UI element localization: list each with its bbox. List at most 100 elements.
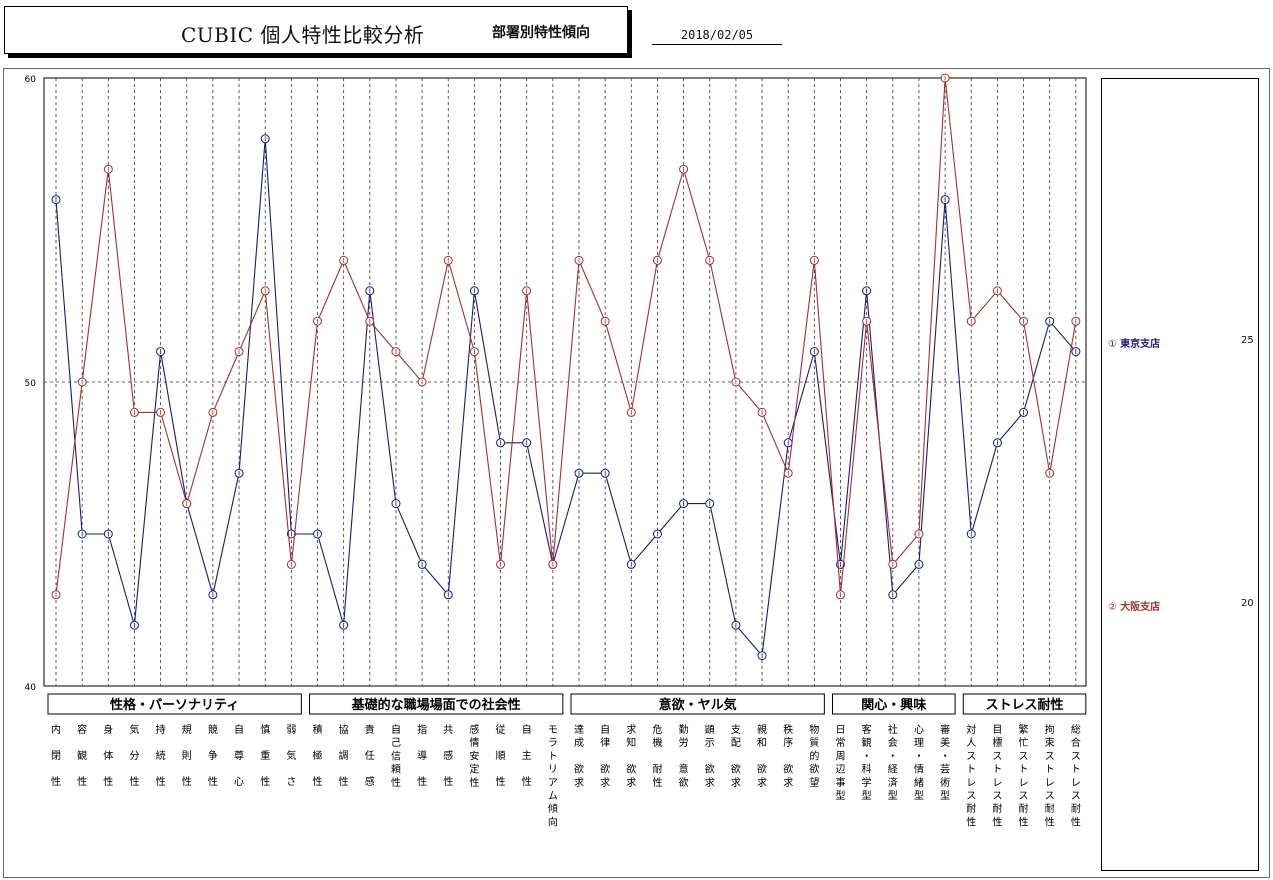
category-label: 性 (103, 775, 113, 788)
group-header-label: 性格・パーソナリティ (110, 697, 239, 713)
category-label: ト (992, 765, 1002, 776)
category-label: 質 (809, 736, 819, 749)
category-label: 和 (757, 737, 767, 749)
category-label: レ (1045, 778, 1055, 789)
category-label: 標 (992, 736, 1002, 749)
category-label: 則 (182, 750, 192, 762)
category-label: 欲 (626, 763, 636, 776)
category-label: 性 (992, 815, 1002, 828)
category-label: 争 (208, 749, 218, 762)
category-label: 科 (862, 763, 872, 776)
category-label: 性 (182, 775, 192, 788)
legend-marker-tokyo: ① (1108, 339, 1117, 350)
category-label: 求 (705, 777, 715, 789)
category-label: 律 (600, 736, 610, 749)
category-label: ス (1019, 791, 1029, 802)
category-label: 親 (757, 723, 767, 736)
legend-item-osaka: ② 大阪支店 (1108, 598, 1160, 613)
category-label: 性 (469, 776, 479, 789)
category-label: 従 (496, 723, 506, 736)
category-label: 信 (391, 750, 401, 762)
category-label: モ (548, 725, 558, 736)
category-label: 尊 (234, 749, 244, 762)
category-label: 物 (809, 723, 819, 736)
category-label: 会 (888, 736, 898, 749)
category-label: 顕 (705, 724, 715, 736)
category-label: ト (1045, 765, 1055, 776)
group-header-box (570, 693, 825, 715)
category-label: 耐 (1019, 802, 1029, 815)
category-label: 支 (731, 724, 741, 736)
category-label: 理 (914, 737, 924, 749)
category-label: 性 (391, 776, 401, 789)
category-label: ト (1071, 765, 1081, 776)
category-label: ス (966, 791, 976, 802)
category-label: 秩 (783, 724, 793, 736)
category-label: 心 (234, 776, 244, 788)
series-line (55, 77, 1077, 595)
legend: ① 東京支店 25 ② 大阪支店 20 (1101, 78, 1259, 871)
legend-count-osaka: 20 (1241, 598, 1254, 609)
category-label: 性 (522, 775, 532, 788)
category-label: 耐 (1045, 802, 1055, 815)
category-label: 耐 (1071, 802, 1081, 815)
category-label: ト (1019, 765, 1029, 776)
category-label: 欲 (600, 763, 610, 776)
group-header-label: 関心・興味 (861, 697, 926, 713)
category-label: 分 (129, 750, 139, 762)
category-label: リ (548, 765, 558, 776)
category-label: 性 (77, 775, 87, 788)
category-label: 欲 (783, 763, 793, 776)
category-label: 性 (417, 775, 427, 788)
category-label: ス (1071, 751, 1081, 762)
group-header-box (832, 693, 956, 715)
category-label: 体 (103, 750, 113, 762)
category-label: 欲 (757, 763, 767, 776)
category-label: 束 (1045, 737, 1055, 749)
category-label: 重 (260, 749, 270, 762)
category-label: レ (1071, 778, 1081, 789)
category-label: ラ (548, 737, 558, 749)
category-label: 欲 (574, 763, 584, 776)
category-label: 合 (1071, 736, 1081, 749)
category-label: 性 (208, 775, 218, 788)
y-tick-label: 50 (25, 379, 37, 389)
category-label: 自 (391, 723, 401, 736)
category-label: ア (548, 778, 558, 789)
legend-marker-osaka: ② (1108, 602, 1117, 613)
category-label: 情 (469, 736, 479, 749)
category-label: 忙 (1019, 736, 1029, 749)
category-label: 主 (522, 750, 532, 762)
category-label: 情 (914, 763, 924, 776)
category-label: 求 (783, 777, 793, 789)
category-label: 任 (365, 749, 375, 762)
category-label: ス (1019, 751, 1029, 762)
category-label: レ (966, 778, 976, 789)
title-box: CUBIC 個人特性比較分析 部署別特性傾向 (4, 6, 628, 54)
category-label: 序 (783, 736, 793, 749)
category-label: ト (548, 751, 558, 762)
category-label: ス (992, 791, 1002, 802)
legend-count-tokyo: 25 (1241, 335, 1254, 346)
category-label: 導 (417, 749, 427, 762)
category-label: 審 (940, 723, 950, 736)
category-label: 性 (156, 775, 166, 788)
category-label: 心 (914, 724, 924, 736)
category-label: 積 (313, 723, 323, 736)
category-label: 極 (313, 749, 323, 762)
category-label: 欲 (705, 763, 715, 776)
category-label: 欲 (809, 763, 819, 776)
group-header-box (962, 693, 1087, 715)
category-label: 観 (77, 749, 87, 762)
category-label: 拘 (1045, 723, 1055, 736)
category-label: 的 (809, 749, 819, 762)
category-label: 勤 (679, 723, 689, 736)
category-label: 日 (836, 725, 846, 736)
category-label: 社 (888, 723, 898, 736)
category-label: 学 (862, 776, 872, 789)
category-label: 事 (836, 776, 846, 789)
category-label: 責 (365, 723, 375, 736)
category-label: ・ (862, 751, 872, 762)
category-label: 型 (888, 789, 898, 802)
